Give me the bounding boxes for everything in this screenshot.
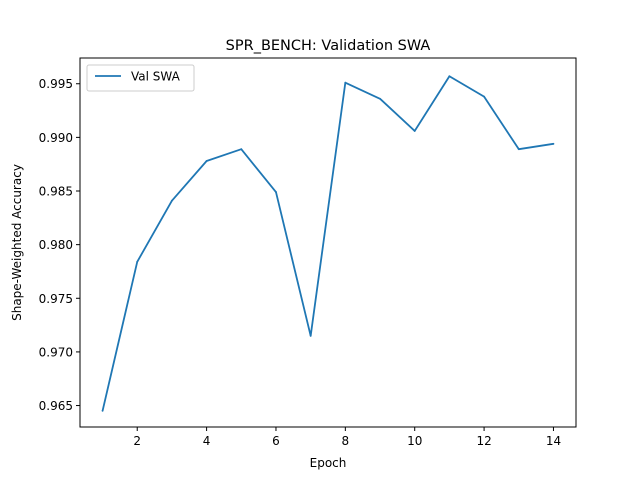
data-point (448, 75, 451, 78)
y-tick-label: 0.995 (39, 77, 73, 91)
x-axis-label: Epoch (310, 456, 347, 470)
y-tick-label: 0.980 (39, 238, 73, 252)
data-point (101, 410, 104, 412)
chart-title: SPR_BENCH: Validation SWA (226, 38, 431, 54)
data-point (171, 199, 173, 202)
data-point (240, 148, 243, 151)
legend-label-val-swa: Val SWA (131, 70, 181, 84)
plot-frame (79, 57, 577, 428)
x-tick-label: 12 (476, 434, 491, 448)
series-line-val-swa (101, 75, 554, 412)
data-point (483, 95, 485, 98)
legend-frame (86, 64, 195, 92)
x-tick-label: 6 (272, 434, 280, 448)
y-axis-label: Shape-Weighted Accuracy (10, 164, 24, 321)
x-axis-ticks: 2 4 6 8 10 12 14 (133, 427, 561, 448)
data-point (517, 148, 520, 151)
data-point (136, 260, 139, 263)
y-tick-label: 0.990 (39, 131, 73, 145)
series-layer (101, 75, 555, 412)
x-tick-label: 4 (203, 434, 211, 448)
y-tick-label: 0.965 (39, 399, 73, 413)
data-point (309, 334, 312, 337)
data-point (413, 130, 416, 132)
x-tick-label: 2 (133, 434, 141, 448)
data-point (275, 191, 277, 193)
y-tick-label: 0.985 (39, 185, 73, 199)
legend: Val SWA (86, 64, 195, 92)
data-point (205, 160, 208, 162)
x-tick-label: 8 (342, 434, 350, 448)
x-tick-label: 14 (546, 434, 561, 448)
y-axis-ticks: 0.965 0.970 0.975 0.980 0.985 0.990 0.995 (39, 77, 80, 413)
data-point (344, 81, 347, 84)
data-point (379, 97, 381, 100)
y-tick-label: 0.975 (39, 292, 73, 306)
data-point (552, 142, 555, 145)
plot-area (80, 58, 576, 427)
y-tick-label: 0.970 (39, 345, 73, 359)
x-tick-label: 10 (407, 434, 422, 448)
